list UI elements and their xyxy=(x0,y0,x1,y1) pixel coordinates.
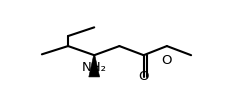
Text: O: O xyxy=(162,53,172,66)
Text: NH₂: NH₂ xyxy=(82,60,107,73)
Polygon shape xyxy=(89,56,100,77)
Text: O: O xyxy=(138,70,149,82)
